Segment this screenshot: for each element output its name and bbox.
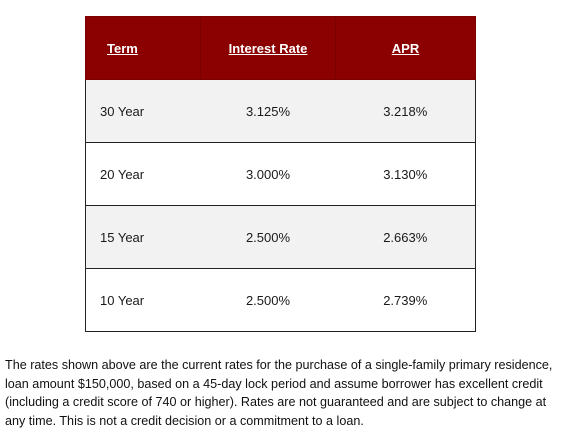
rates-table-header: Term Interest Rate APR [85, 16, 476, 80]
column-header-interest-rate: Interest Rate [200, 16, 336, 80]
term-cell: 20 Year [85, 142, 201, 206]
interest-rate-cell: 2.500% [200, 268, 336, 332]
table-row: 30 Year 3.125% 3.218% [85, 79, 476, 143]
table-row: 15 Year 2.500% 2.663% [85, 205, 476, 269]
term-cell: 15 Year [85, 205, 201, 269]
column-header-term: Term [85, 16, 201, 80]
interest-rate-cell: 3.000% [200, 142, 336, 206]
apr-cell: 3.218% [335, 79, 476, 143]
table-row: 20 Year 3.000% 3.130% [85, 142, 476, 206]
rates-table-body: 30 Year 3.125% 3.218% 20 Year 3.000% 3.1… [85, 79, 476, 332]
column-header-apr: APR [335, 16, 476, 80]
mortgage-rates-table: Term Interest Rate APR 30 Year 3.125% 3.… [85, 16, 476, 332]
apr-cell: 2.739% [335, 268, 476, 332]
term-cell: 10 Year [85, 268, 201, 332]
apr-cell: 3.130% [335, 142, 476, 206]
table-row: 10 Year 2.500% 2.739% [85, 268, 476, 332]
apr-cell: 2.663% [335, 205, 476, 269]
header-row: Term Interest Rate APR [85, 16, 476, 80]
rates-disclaimer: The rates shown above are the current ra… [5, 358, 553, 428]
interest-rate-cell: 3.125% [200, 79, 336, 143]
term-cell: 30 Year [85, 79, 201, 143]
interest-rate-cell: 2.500% [200, 205, 336, 269]
